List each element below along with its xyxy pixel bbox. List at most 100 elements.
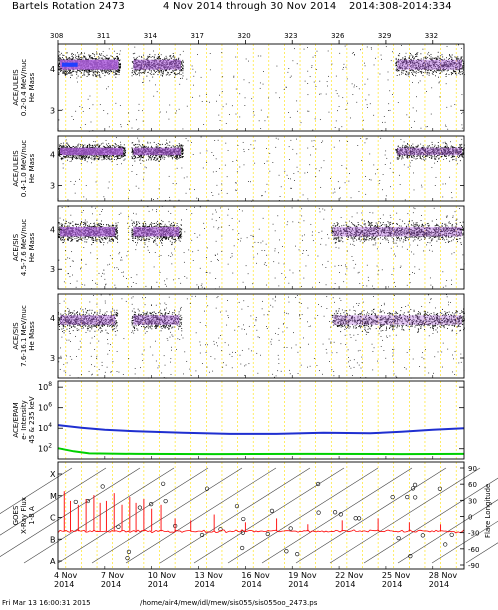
scatter-point — [417, 53, 418, 55]
scatter-point — [225, 142, 227, 144]
scatter-point — [410, 61, 412, 63]
scatter-point — [141, 72, 142, 74]
scatter-point — [148, 56, 149, 58]
scatter-point — [462, 66, 464, 68]
scatter-point — [288, 112, 290, 113]
scatter-point — [182, 67, 184, 69]
scatter-point — [193, 84, 194, 86]
scatter-point — [138, 156, 140, 157]
scatter-point — [102, 156, 104, 158]
scatter-point — [451, 63, 452, 65]
top-axis-tick-label: 311 — [97, 32, 110, 40]
scatter-point — [450, 105, 452, 107]
scatter-point — [71, 146, 73, 148]
scatter-point — [365, 138, 367, 140]
scatter-point — [158, 71, 160, 73]
scatter-point — [58, 147, 60, 149]
scatter-point — [120, 124, 122, 126]
scatter-point — [450, 157, 452, 158]
scatter-point — [95, 146, 97, 148]
scatter-point — [101, 53, 103, 55]
scatter-point — [441, 66, 443, 68]
scatter-point — [431, 148, 433, 150]
scatter-point — [58, 59, 60, 61]
scatter-point — [143, 147, 145, 149]
scatter-point — [416, 62, 418, 64]
scatter-point — [388, 110, 389, 111]
scatter-point — [405, 66, 407, 68]
scatter-point — [87, 98, 89, 100]
scatter-point — [424, 150, 426, 152]
scatter-point — [86, 76, 88, 77]
scatter-point — [442, 196, 444, 198]
scatter-point — [58, 69, 60, 71]
scatter-point — [381, 58, 382, 60]
scatter-point — [141, 156, 143, 158]
scatter-point — [252, 199, 254, 201]
scatter-point — [118, 60, 120, 62]
scatter-point — [102, 157, 104, 159]
scatter-point — [396, 63, 397, 65]
scatter-point — [406, 114, 408, 116]
scatter-point — [297, 171, 299, 173]
scatter-point — [103, 70, 105, 72]
scatter-point — [425, 152, 427, 154]
scatter-point — [143, 70, 145, 72]
scatter-point — [407, 144, 409, 145]
scatter-point — [105, 147, 107, 149]
scatter-point — [168, 74, 170, 76]
scatter-point — [432, 71, 434, 73]
scatter-point — [109, 159, 111, 161]
scatter-point — [147, 57, 149, 59]
scatter-point — [156, 57, 158, 59]
scatter-point — [74, 155, 76, 157]
scatter-point — [421, 72, 423, 74]
scatter-point — [102, 55, 104, 57]
scatter-point — [60, 58, 62, 60]
scatter-point — [403, 153, 405, 154]
scatter-point — [446, 148, 448, 150]
scatter-point — [106, 143, 108, 145]
scatter-point — [407, 72, 409, 74]
scatter-point — [292, 148, 294, 150]
scatter-point — [158, 69, 160, 71]
scatter-point — [430, 67, 432, 68]
scatter-point — [446, 46, 448, 47]
scatter-point — [216, 100, 217, 102]
scatter-point — [416, 110, 417, 112]
scatter-point — [356, 101, 358, 103]
scatter-point — [425, 69, 427, 70]
scatter-point — [88, 70, 90, 72]
scatter-point — [115, 70, 117, 71]
scatter-point — [364, 62, 365, 64]
scatter-point — [181, 77, 183, 79]
scatter-point — [106, 156, 108, 158]
scatter-point — [72, 58, 74, 60]
scatter-point — [418, 149, 420, 151]
scatter-point — [445, 59, 447, 61]
scatter-point — [104, 71, 106, 73]
scatter-point — [64, 157, 66, 159]
scatter-point — [186, 105, 188, 107]
scatter-point — [68, 57, 70, 59]
scatter-point — [446, 61, 448, 62]
scatter-point — [397, 54, 399, 56]
scatter-point — [315, 86, 317, 87]
scatter-point — [97, 155, 99, 157]
scatter-point — [79, 70, 81, 72]
scatter-point — [450, 72, 452, 73]
scatter-point — [397, 69, 399, 71]
scatter-point — [367, 107, 368, 108]
scatter-point — [345, 66, 347, 68]
scatter-point — [108, 73, 110, 75]
density-peak — [62, 62, 78, 67]
scatter-point — [181, 63, 183, 65]
scatter-point — [132, 61, 134, 63]
scatter-point — [435, 153, 437, 155]
scatter-point — [125, 150, 127, 152]
scatter-point — [69, 72, 71, 74]
scatter-point — [449, 148, 451, 150]
scatter-point — [400, 63, 402, 65]
scatter-point — [406, 60, 407, 62]
scatter-point — [234, 182, 236, 184]
